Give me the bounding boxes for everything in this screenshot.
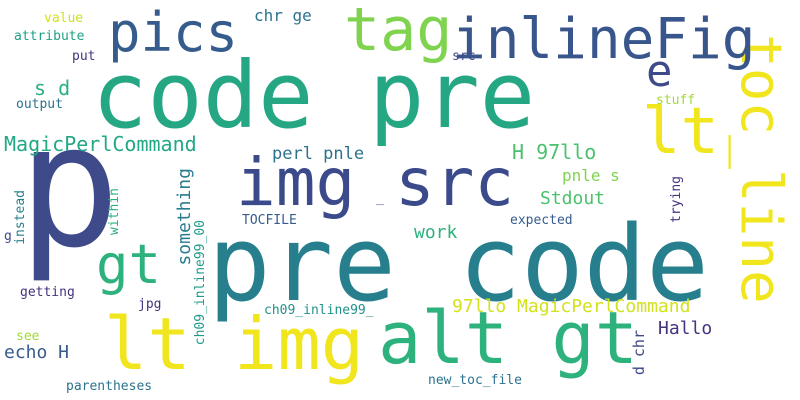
word-magicperlcommand: MagicPerlCommand xyxy=(4,132,197,156)
word-instead: instead xyxy=(13,190,28,245)
word-stuff: stuff xyxy=(656,93,696,108)
word-h-97llo: H 97llo xyxy=(512,140,597,164)
word-lt: lt xyxy=(642,95,720,169)
word-put: put xyxy=(72,49,96,64)
word-value: value xyxy=(44,11,84,26)
word-pre-code: pre code xyxy=(208,203,709,325)
word-pnle-s: pnle s xyxy=(562,166,620,185)
word-stdout: Stdout xyxy=(540,188,606,209)
word-pics: pics xyxy=(108,1,239,64)
word-code-pre: code pre xyxy=(92,42,536,149)
word-perl-pnle: perl pnle xyxy=(272,144,365,164)
word-ch09-inline99-00: ch09_inline99_00 xyxy=(193,220,208,346)
word-within: within xyxy=(107,188,122,235)
word-s-d: s d xyxy=(34,76,71,100)
word-something: something xyxy=(174,168,195,266)
word-jpg: jpg xyxy=(138,297,162,312)
word-d-chr: d chr xyxy=(630,330,648,376)
word-trying: trying xyxy=(669,176,684,223)
word-getting: getting xyxy=(20,285,75,300)
word-attribute: attribute xyxy=(14,29,85,44)
word-hallo: Hallo xyxy=(658,318,713,339)
word-src: src xyxy=(452,49,476,64)
word-p: p xyxy=(18,88,121,286)
word-new-toc-file: new_toc_file xyxy=(428,373,522,388)
word-work: work xyxy=(414,222,458,243)
word-97llo-magicperlcommand: 97llo MagicPerlCommand xyxy=(452,296,691,317)
word-expected: expected xyxy=(510,213,573,228)
word-see: see xyxy=(16,329,40,344)
word-alt-gt: alt gt xyxy=(378,296,639,380)
word-e: e xyxy=(646,46,673,97)
word-img-src: img src xyxy=(236,144,515,221)
word-echo-h: echo H xyxy=(4,342,70,363)
word-parentheses: parentheses xyxy=(66,379,153,394)
word-tag: tag xyxy=(344,0,453,65)
word-inlinefig: inlineFig xyxy=(452,7,756,72)
word-dash: _ xyxy=(376,191,384,206)
word-g: g xyxy=(4,229,12,244)
word-output: output xyxy=(16,97,63,112)
word-tocfile: TOCFILE xyxy=(242,213,297,228)
word-toc-line: toc_line xyxy=(728,34,793,304)
word-lt-img: lt img xyxy=(104,302,365,386)
word-ch09-inline99: ch09_inline99_ xyxy=(264,303,374,318)
word-chr-ge: chr ge xyxy=(254,6,312,25)
word-gt: gt xyxy=(96,233,162,296)
